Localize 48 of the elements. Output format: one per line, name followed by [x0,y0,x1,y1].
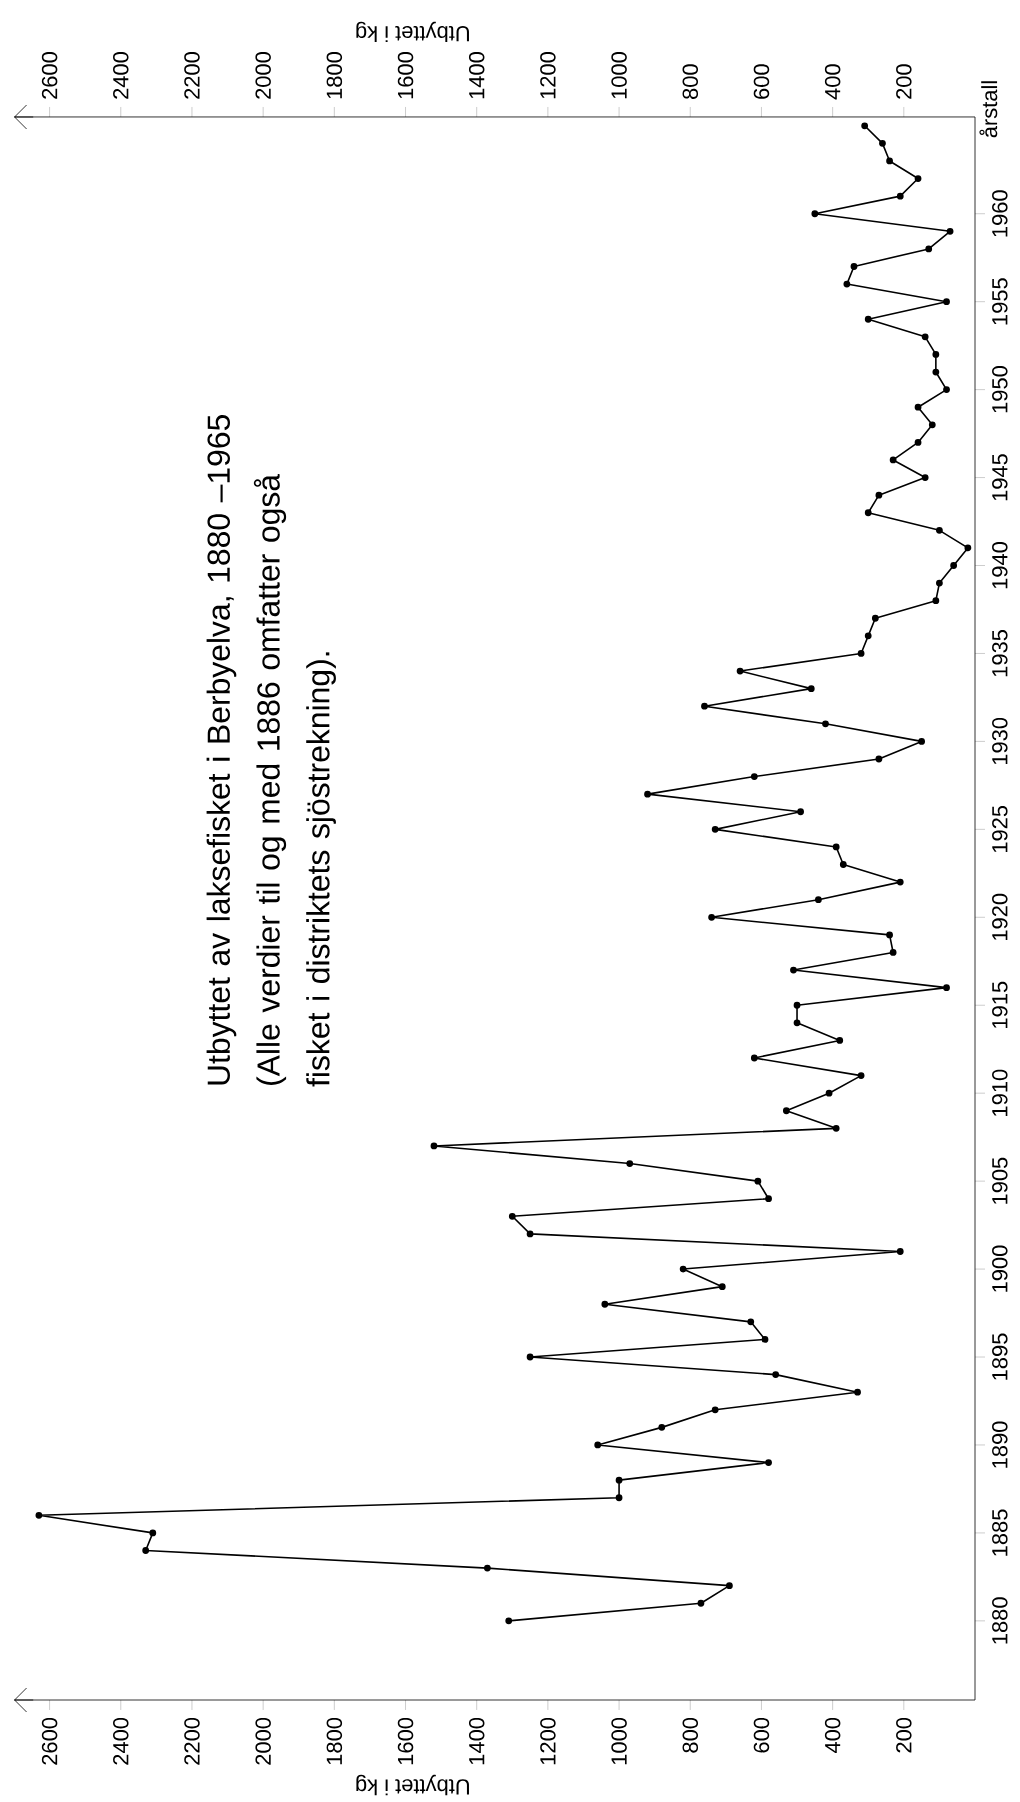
x2-tick-label: 1800 [326,1717,343,1765]
y-tick-label: 1885 [992,1509,1008,1556]
x2-tick-label: 1200 [540,1717,556,1765]
x-tick-label: 600 [753,64,770,99]
y-tick-label: 1920 [992,893,1008,941]
x-tick-label: 400 [824,64,841,100]
y-tick-label: 1905 [992,1157,1008,1204]
x2-tick-label: 200 [896,1717,912,1753]
y-tick-label: 1960 [992,190,1008,237]
x-tick-label: 1800 [326,52,343,99]
x2-tick-label: 2200 [184,1717,200,1765]
x2-tick-label: 1600 [397,1717,414,1765]
x2-tick-label: 600 [753,1717,770,1753]
x-tick-label: 200 [896,64,912,99]
y-tick-label: 1935 [992,630,1008,677]
x2-tick-label: 1400 [468,1717,485,1765]
text: (Alle verdier til og med 1886 omfatter også fisket i distriktets sjöstrekning). [253,473,336,1087]
x2-tick-label: 2000 [255,1717,271,1765]
y-tick-label: 1900 [992,1245,1008,1292]
y-tick-label: 1955 [992,278,1008,325]
x2-tick-label: 400 [824,1717,841,1754]
x-tick-label: 1200 [540,52,556,99]
y-tick-label: 1930 [992,717,1008,765]
x-tick-label: 1400 [468,52,485,99]
x-tick-label: 2600 [41,52,58,99]
y-tick-label: 1945 [992,454,1008,501]
y-tick-label: 1910 [992,1069,1008,1116]
y-axis-title: årstall [979,81,998,138]
y-tick-label: 1915 [992,981,1008,1028]
x-tick-label: 1600 [397,52,414,99]
x-tick-label: 800 [682,64,699,99]
x2-axis-title: Utbyttet i kg [356,21,469,43]
y-tick-label: 1895 [992,1333,1008,1380]
y-tick-label: 1880 [992,1597,1008,1644]
x-tick-label: 2200 [184,52,200,99]
x2-tick-label: 2400 [113,1717,129,1765]
x2-tick-label: 800 [682,1717,699,1753]
x2-tick-label: 1000 [611,1717,627,1765]
x-tick-label: 1000 [611,52,627,99]
x-tick-label: 2400 [113,52,129,99]
y-tick-label: 1950 [992,366,1008,413]
y-tick-label: 1890 [992,1421,1008,1468]
x-tick-label: 2000 [255,52,271,99]
y-tick-label: 1940 [992,542,1008,589]
y-tick-label: 1925 [992,805,1008,853]
x2-tick-label: 2600 [41,1717,58,1765]
text: Utbyttet av laksefisket i Berbyelva, 1880 –1965 [206,415,237,1085]
x-axis-title: Utbyttet i kg [356,1774,469,1796]
